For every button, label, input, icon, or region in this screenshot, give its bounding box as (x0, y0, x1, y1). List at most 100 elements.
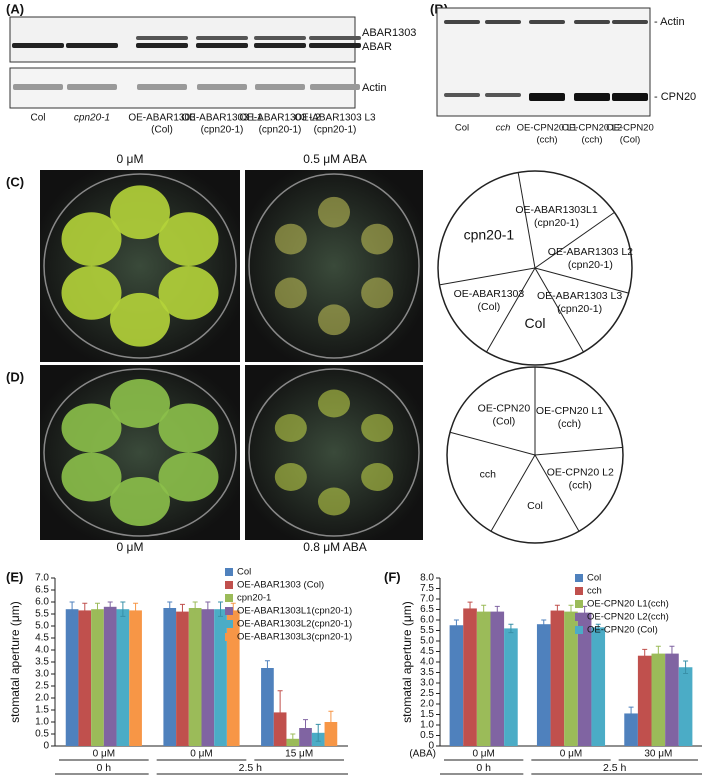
bar (463, 608, 477, 746)
lane-label: OE-CPN20 (606, 123, 654, 134)
y-tick-label: 5.5 (420, 625, 434, 636)
bar (324, 722, 338, 746)
sector-label: (cpn20-1) (568, 259, 613, 271)
band (574, 93, 610, 101)
bar (129, 610, 142, 746)
band (196, 36, 248, 40)
y-tick-label: 7.0 (420, 594, 434, 605)
bar (564, 611, 578, 746)
bar (163, 608, 177, 746)
plate-rim (248, 173, 420, 359)
error-bar (94, 602, 100, 616)
y-tick-label: 1.0 (35, 717, 49, 728)
sector-label: (Col) (493, 415, 516, 427)
seedlings (110, 379, 170, 428)
divider (517, 172, 536, 269)
error-bar (655, 645, 661, 662)
y-tick-label: 6.0 (420, 615, 434, 626)
bar (591, 627, 606, 746)
legend-label: OE-CPN20 (Col) (587, 625, 658, 636)
seedlings (110, 477, 170, 526)
error-bar (642, 648, 648, 663)
sector-label: Col (524, 315, 545, 331)
lane-label: (Col) (620, 135, 641, 146)
bar (504, 628, 518, 746)
sector-label: (cch) (558, 418, 581, 430)
error-bar (467, 601, 473, 616)
legend-label: OE-ABAR1303L1(cpn20-1) (237, 606, 352, 617)
plate-rim (248, 368, 420, 537)
panel-label: (D) (6, 369, 24, 384)
bar (577, 612, 592, 746)
bar (226, 610, 240, 746)
legend-label: cch (587, 586, 602, 597)
seedlings (361, 223, 394, 255)
plate-rim (43, 368, 237, 537)
band-label: Actin (362, 82, 386, 94)
y-tick-label: 0 (43, 741, 49, 752)
sector-label: cch (480, 468, 497, 480)
band-label: ABAR (362, 41, 392, 53)
error-bar (277, 690, 283, 735)
error-bar (628, 706, 634, 721)
bar (103, 606, 117, 746)
lane-label: (cch) (536, 135, 557, 146)
bar (78, 610, 92, 746)
y-tick-label: 0.5 (420, 730, 434, 741)
sector-label: OE-CPN20 L1 (536, 405, 603, 417)
seedlings (317, 389, 351, 418)
sector-label: OE-ABAR1303 (454, 288, 525, 300)
error-bar (82, 602, 88, 619)
divider (486, 267, 536, 353)
lane-label: Col (455, 123, 469, 134)
bar (116, 609, 130, 746)
bar (536, 624, 551, 746)
seedlings (274, 223, 307, 255)
y-tick-label: 2.5 (420, 688, 434, 699)
error-bar (494, 605, 500, 618)
sector-label: cpn20-1 (464, 226, 515, 242)
band (529, 93, 565, 101)
y-tick-label: 3.0 (35, 669, 49, 680)
sector-label: OE-CPN20 L2 (547, 466, 614, 478)
legend-swatch (575, 600, 583, 608)
band (309, 36, 361, 40)
divider (534, 454, 580, 532)
y-tick-label: 8.0 (420, 573, 434, 584)
seedlings (361, 463, 394, 491)
legend-label: cpn20-1 (237, 593, 271, 604)
y-tick-label: 4.0 (35, 645, 49, 656)
error-bar (167, 601, 173, 615)
seedlings (317, 196, 351, 228)
error-bar (69, 601, 75, 617)
bar (624, 713, 638, 746)
band (444, 20, 480, 24)
band (197, 84, 247, 90)
y-tick-label: 5.0 (35, 621, 49, 632)
time-label: 0 h (97, 762, 112, 774)
legend-swatch (575, 613, 583, 621)
panel-label: (C) (6, 174, 24, 189)
seedlings (158, 403, 219, 453)
seedlings (274, 414, 307, 442)
time-label: 2.5 h (603, 762, 627, 774)
legend-label: Col (587, 573, 601, 584)
lane-label: (cpn20-1) (314, 125, 357, 136)
seedlings (317, 487, 351, 516)
legend-swatch (225, 607, 233, 615)
sector-label: OE-ABAR1303L1 (515, 204, 597, 216)
x-tick-label: 0 μM (560, 749, 582, 760)
condition-label: 0.5 μM ABA (303, 152, 367, 166)
error-bar (179, 603, 185, 620)
error-bar (453, 619, 459, 631)
y-tick-label: 2.0 (35, 693, 49, 704)
y-tick-label: 3.5 (420, 667, 434, 678)
lane-label: OE-CPN20 L2 (562, 123, 623, 134)
legend-label: OE-ABAR1303L3(cpn20-1) (237, 632, 352, 643)
legend-swatch (225, 633, 233, 641)
y-tick-label: 1.0 (420, 720, 434, 731)
panel-label: (F) (384, 569, 401, 584)
divider (534, 267, 584, 353)
lane-label: OE-ABAR1303 (128, 113, 196, 124)
legend-label: OE-CPN20 L1(cch) (587, 599, 669, 610)
